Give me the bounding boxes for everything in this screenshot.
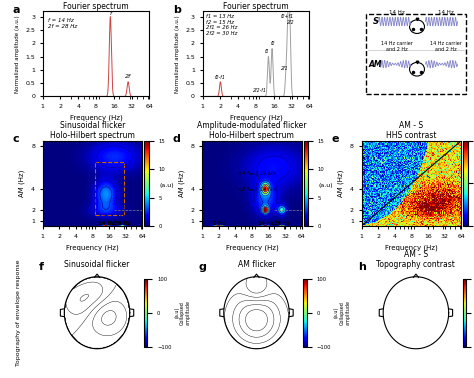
Text: 2f2-f1: 2f2-f1 [254,88,267,93]
Title: Amplitude-modulated flicker (AM)
Fourier spectrum: Amplitude-modulated flicker (AM) Fourier… [191,0,321,11]
Text: f1: f1 [265,49,270,54]
Text: a: a [13,5,20,14]
Text: S: S [373,17,378,26]
Text: f = 14 Hz
2f = 28 Hz: f = 14 Hz 2f = 28 Hz [48,18,77,29]
Point [93,310,101,316]
Text: f2: f2 [271,40,275,46]
Y-axis label: Normalized amplitude (a.u.): Normalized amplitude (a.u.) [174,15,180,93]
Point [253,310,260,316]
Text: 2f2: 2f2 [287,20,294,25]
Y-axis label: (a.u)
Collapsed
amplitude: (a.u) Collapsed amplitude [334,300,350,325]
Text: b: b [173,5,181,14]
X-axis label: Frequency (Hz): Frequency (Hz) [226,244,278,251]
Point [253,310,260,316]
Text: e: e [332,134,339,144]
Y-axis label: (a.u)
Collapsed
amplitude: (a.u) Collapsed amplitude [174,300,191,325]
Text: 2 Hz: 2 Hz [213,220,225,226]
Polygon shape [191,247,322,378]
Title: Sinusoidal flicker (S)
Fourier spectrum: Sinusoidal flicker (S) Fourier spectrum [57,0,135,11]
Text: 14 Hz: 14 Hz [98,221,114,226]
Text: f1 = 13 Hz
f2 = 15 Hz
2f1 = 26 Hz
2f2 = 30 Hz: f1 = 13 Hz f2 = 15 Hz 2f1 = 26 Hz 2f2 = … [206,14,237,36]
X-axis label: Frequency (Hz): Frequency (Hz) [229,115,283,121]
Title: AM - S
HHS contrast: AM - S HHS contrast [386,121,437,140]
Text: <2 $f_{am}$ | 14 $f_c$>: <2 $f_{am}$ | 14 $f_c$> [237,186,277,195]
Text: Topography of envelope response: Topography of envelope response [16,260,21,366]
Text: f2-f1: f2-f1 [215,75,226,80]
Polygon shape [32,247,163,378]
Text: 14 Hz: 14 Hz [438,10,454,15]
Title: Sinusoidal flicker
Holo-Hilbert spectrum: Sinusoidal flicker Holo-Hilbert spectrum [50,121,135,140]
Point [253,310,260,316]
Text: f: f [109,11,111,16]
Y-axis label: Normalized amplitude (a.u.): Normalized amplitude (a.u.) [15,15,19,93]
Text: f2+f1: f2+f1 [281,14,294,19]
Point [253,310,260,316]
X-axis label: Frequency (Hz): Frequency (Hz) [66,244,119,251]
Text: 14 Hz carrier
and 2 Hz: 14 Hz carrier and 2 Hz [430,41,462,51]
Text: 28 Hz: 28 Hz [114,221,131,226]
Text: g: g [199,262,207,272]
Point [93,310,101,316]
Y-axis label: AM (Hz): AM (Hz) [178,170,185,197]
Text: AM: AM [369,60,382,69]
Text: 28 Hz: 28 Hz [274,220,290,226]
X-axis label: Frequency (Hz): Frequency (Hz) [385,244,438,251]
Y-axis label: (a.u): (a.u) [159,183,174,188]
Text: c: c [13,134,19,144]
Point [93,310,101,316]
Text: d: d [172,134,180,144]
Point [253,310,260,316]
X-axis label: Frequency (Hz): Frequency (Hz) [70,115,122,121]
Text: 14 Hz carrier
and 2 Hz: 14 Hz carrier and 2 Hz [381,41,413,51]
Y-axis label: AM (Hz): AM (Hz) [338,170,344,197]
Point [93,310,101,316]
Polygon shape [350,247,474,378]
Title: AM - S
Topography contrast: AM - S Topography contrast [376,250,456,270]
Point [93,310,101,316]
Text: 14 Hz: 14 Hz [257,220,273,226]
Title: AM flicker: AM flicker [237,260,275,270]
Bar [95,162,124,215]
Point [93,310,101,316]
Text: h: h [358,262,366,272]
Point [93,310,101,316]
Text: 2f1: 2f1 [281,67,289,71]
Text: <4 $f_{am}$ | 14 $f_c$>: <4 $f_{am}$ | 14 $f_c$> [237,169,278,178]
Title: Amplitude-modulated flicker
Holo-Hilbert spectrum: Amplitude-modulated flicker Holo-Hilbert… [197,121,307,140]
Text: f: f [39,262,44,272]
Title: Sinusoidal flicker: Sinusoidal flicker [64,260,130,270]
Point [253,310,260,316]
Text: 2f: 2f [125,74,131,79]
Point [93,310,101,316]
Text: 14 Hz: 14 Hz [389,10,405,15]
Y-axis label: (a.u): (a.u) [319,183,333,188]
Y-axis label: AM (Hz): AM (Hz) [19,170,26,197]
Point [253,310,260,316]
